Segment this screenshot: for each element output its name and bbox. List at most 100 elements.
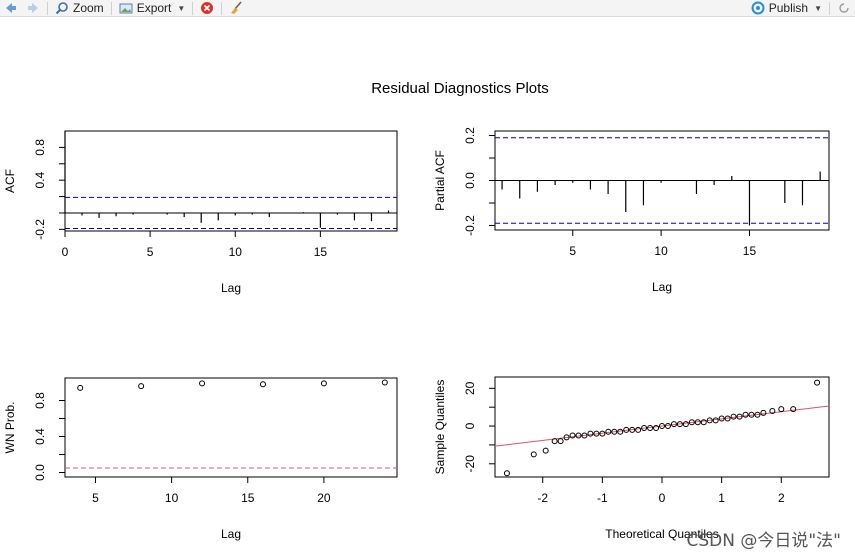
qq-point xyxy=(503,470,510,477)
toolbar-divider xyxy=(221,1,223,15)
plot-frame xyxy=(494,376,830,478)
x-tick-label: 5 xyxy=(147,245,154,259)
export-label: Export xyxy=(136,1,172,15)
qq-point xyxy=(712,417,719,424)
x-axis-label: Lag xyxy=(221,281,241,295)
qq-point xyxy=(700,419,707,426)
qq-point xyxy=(748,411,755,418)
qq-point xyxy=(676,421,683,428)
forward-button[interactable] xyxy=(22,0,44,16)
qq-point xyxy=(688,419,695,426)
y-tick-label: 20 xyxy=(463,381,477,395)
toolbar-divider xyxy=(110,1,112,15)
x-tick-label: 10 xyxy=(165,491,179,505)
y-axis-label: Partial ACF xyxy=(433,150,447,211)
qq-point xyxy=(724,415,731,422)
publish-button[interactable]: Publish ▼ xyxy=(747,0,826,16)
y-tick-label: 0.2 xyxy=(463,127,477,144)
qq-point xyxy=(557,438,564,445)
qq-point xyxy=(569,432,576,439)
csdn-watermark: CSDN @今日说"法" xyxy=(686,531,841,551)
qq-point xyxy=(647,424,654,431)
y-tick-label: 0.4 xyxy=(33,428,47,445)
clear-plots-button[interactable] xyxy=(225,0,247,16)
y-tick-label: -20 xyxy=(463,455,477,473)
qq-point xyxy=(530,451,537,458)
plot-frame xyxy=(64,130,398,232)
refresh-button[interactable] xyxy=(833,0,855,16)
x-axis-label: Lag xyxy=(652,280,672,294)
x-tick-label: 15 xyxy=(314,245,328,259)
qq-point xyxy=(575,432,582,439)
qq-point xyxy=(623,426,630,433)
y-axis-label: WN Prob. xyxy=(3,401,17,453)
qq-point xyxy=(778,406,785,413)
qq-point xyxy=(629,426,636,433)
x-tick-label: 5 xyxy=(92,491,99,505)
qq-reference-line xyxy=(494,405,830,447)
qq-point xyxy=(790,406,797,413)
x-axis-label: Theoretical Quantiles xyxy=(605,527,718,541)
pvalue-point xyxy=(381,379,388,386)
qq-point xyxy=(670,421,677,428)
qq-point xyxy=(754,411,761,418)
export-image-icon xyxy=(119,3,133,14)
y-tick-label: 0.0 xyxy=(33,464,47,481)
qq-point xyxy=(542,447,549,454)
qq-point xyxy=(682,421,689,428)
qq-point xyxy=(581,432,588,439)
pvalue-point xyxy=(138,383,145,390)
panel-acf: 0 5 10 15 -0.2 0.4 0.8 Lag ACF xyxy=(3,130,398,295)
qq-point xyxy=(653,424,660,431)
chart-title: Residual Diagnostics Plots xyxy=(371,80,549,97)
x-tick-label: 2 xyxy=(778,491,785,505)
qq-point xyxy=(814,379,821,386)
close-circle-icon xyxy=(201,2,214,14)
y-tick-label: 0.0 xyxy=(463,172,477,189)
publish-icon xyxy=(751,1,765,15)
x-tick-label: -1 xyxy=(597,491,608,505)
qq-point xyxy=(730,413,737,420)
y-tick-label: -0.2 xyxy=(33,219,47,240)
qq-point xyxy=(599,430,606,437)
x-tick-label: 15 xyxy=(241,491,255,505)
x-tick-label: 0 xyxy=(659,491,666,505)
remove-plot-button[interactable] xyxy=(196,0,218,16)
pvalue-point xyxy=(199,380,206,387)
panel-pacf: 5 10 15 -0.2 0.0 0.2 Lag Partial ACF xyxy=(433,127,830,294)
qq-point xyxy=(611,428,618,435)
toolbar-divider xyxy=(829,1,830,15)
residual-diagnostics-chart: Residual Diagnostics Plots 0 5 10 15-0.20.4… xyxy=(3,80,830,541)
plot-frame xyxy=(64,377,398,478)
qq-point xyxy=(605,428,612,435)
qq-point xyxy=(563,434,570,441)
x-tick-label: 20 xyxy=(317,491,331,505)
y-tick-label: 0.8 xyxy=(33,139,47,156)
publish-label: Publish xyxy=(768,1,809,15)
pvalue-point xyxy=(77,384,84,391)
back-button[interactable] xyxy=(0,0,22,16)
qq-point xyxy=(641,424,648,431)
x-tick-label: 1 xyxy=(718,491,725,505)
panel-ljung-box: 5 10 15 20 0.0 0.4 0.8 Lag WN Prob. xyxy=(3,377,398,541)
qq-point xyxy=(664,423,671,430)
qq-point xyxy=(635,426,642,433)
qq-point xyxy=(718,415,725,422)
zoom-label: Zoom xyxy=(73,1,104,15)
x-tick-label: 10 xyxy=(229,245,243,259)
y-axis-label: ACF xyxy=(3,169,17,193)
export-button[interactable]: Export ▼ xyxy=(115,0,190,16)
qq-point xyxy=(706,417,713,424)
x-tick-label: 15 xyxy=(743,244,757,258)
qq-point xyxy=(617,428,624,435)
qq-point xyxy=(587,430,594,437)
panel-qq: -2 -1 0 1 2 -20 0 20 Theoretical Quantiles Sample… xyxy=(433,376,830,541)
x-tick-label: 10 xyxy=(654,244,668,258)
zoom-button[interactable]: Zoom xyxy=(51,0,108,16)
x-axis-label: Lag xyxy=(221,527,241,541)
y-tick-label: -0.2 xyxy=(463,215,477,236)
qq-point xyxy=(736,413,743,420)
refresh-icon xyxy=(839,3,849,13)
zoom-icon xyxy=(55,2,68,15)
qq-point xyxy=(659,423,665,430)
